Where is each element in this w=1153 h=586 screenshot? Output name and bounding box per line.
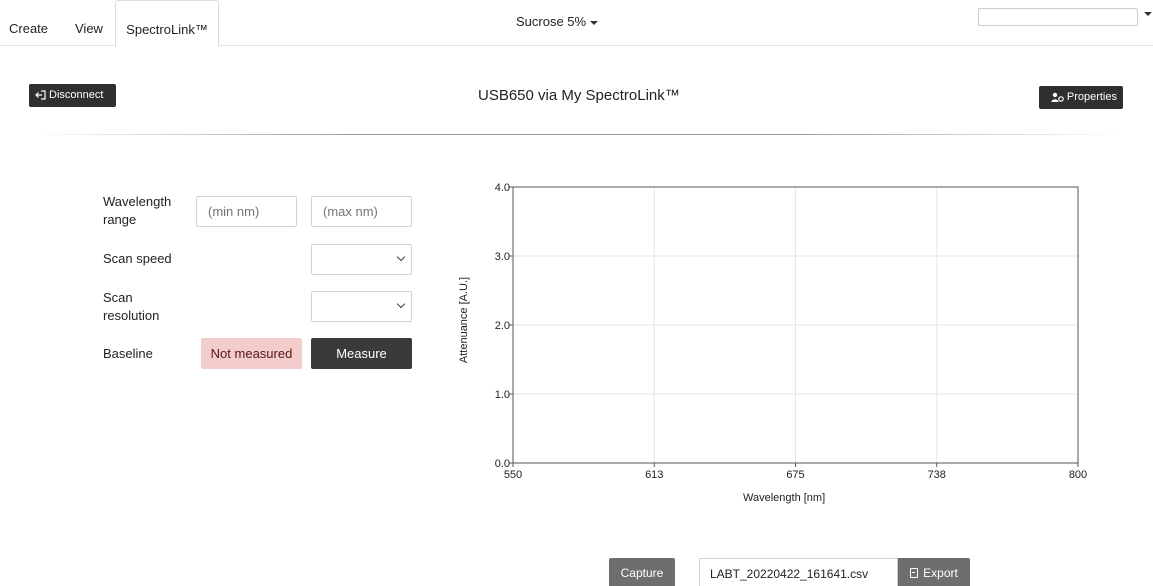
y-tick-label: 0.0 [495, 458, 510, 470]
max-wavelength-input[interactable] [311, 196, 412, 227]
wavelength-range-label: Wavelength range [103, 194, 172, 227]
properties-label: Properties [1066, 91, 1117, 103]
header-divider [31, 134, 1122, 135]
x-axis-label: Wavelength [nm] [743, 492, 826, 504]
device-title: USB650 via My SpectroLink™ [478, 87, 680, 104]
tab-create[interactable]: Create [9, 21, 49, 36]
scan-resolution-label: Scan resolution [103, 290, 160, 323]
baseline-status-badge: Not measured [201, 338, 302, 369]
scan-speed-label: Scan speed [103, 251, 172, 266]
disconnect-label: Disconnect [49, 89, 104, 101]
x-tick-label: 800 [1069, 469, 1087, 481]
x-tick-label: 675 [786, 469, 804, 481]
scan-resolution-select[interactable] [311, 291, 412, 322]
user-gear-icon [1051, 92, 1064, 102]
properties-button[interactable]: Properties [1039, 86, 1123, 109]
x-tick-label: 613 [645, 469, 663, 481]
disconnect-button[interactable]: Disconnect [29, 84, 116, 107]
scan-speed-select[interactable] [311, 244, 412, 275]
y-tick-label: 3.0 [495, 251, 510, 263]
baseline-label: Baseline [103, 346, 153, 361]
min-wavelength-input[interactable] [196, 196, 297, 227]
filename-field[interactable]: LABT_20220422_161641.csv [699, 558, 898, 586]
y-tick-label: 2.0 [495, 320, 510, 332]
capture-button[interactable]: Capture [609, 558, 675, 586]
chevron-down-icon [396, 252, 406, 262]
export-label: Export [923, 566, 958, 580]
disconnect-icon [35, 90, 46, 100]
y-tick-label: 1.0 [495, 389, 510, 401]
chevron-down-icon [396, 299, 406, 309]
y-tick-label: 4.0 [495, 182, 510, 194]
tab-spectrolink[interactable]: SpectroLink™ [115, 0, 219, 47]
caret-down-icon[interactable] [1144, 12, 1152, 16]
measure-button[interactable]: Measure [311, 338, 412, 369]
sample-dropdown[interactable]: Sucrose 5% [516, 14, 599, 29]
plot-frame [512, 186, 1079, 464]
x-tick-label: 738 [928, 469, 946, 481]
spectrum-chart-svg: 550 613 675 738 800 0.0 1.0 2.0 3.0 4.0 [495, 182, 1087, 481]
x-tick-label: 550 [504, 469, 522, 481]
y-axis-label: Attenuance [A.U.] [458, 276, 470, 364]
top-nav: Create View SpectroLink™ Sucrose 5% [0, 0, 1153, 47]
top-right-select[interactable] [978, 8, 1138, 26]
export-button[interactable]: Export [898, 558, 970, 586]
file-export-icon [910, 568, 919, 578]
y-axis-label-wrap: Attenuance [A.U.] [452, 262, 472, 382]
sample-dropdown-label: Sucrose 5% [516, 14, 587, 29]
tab-view[interactable]: View [75, 21, 103, 36]
spectrum-chart: 550 613 675 738 800 0.0 1.0 2.0 3.0 4.0 [450, 175, 1090, 515]
caret-down-icon [590, 20, 599, 25]
